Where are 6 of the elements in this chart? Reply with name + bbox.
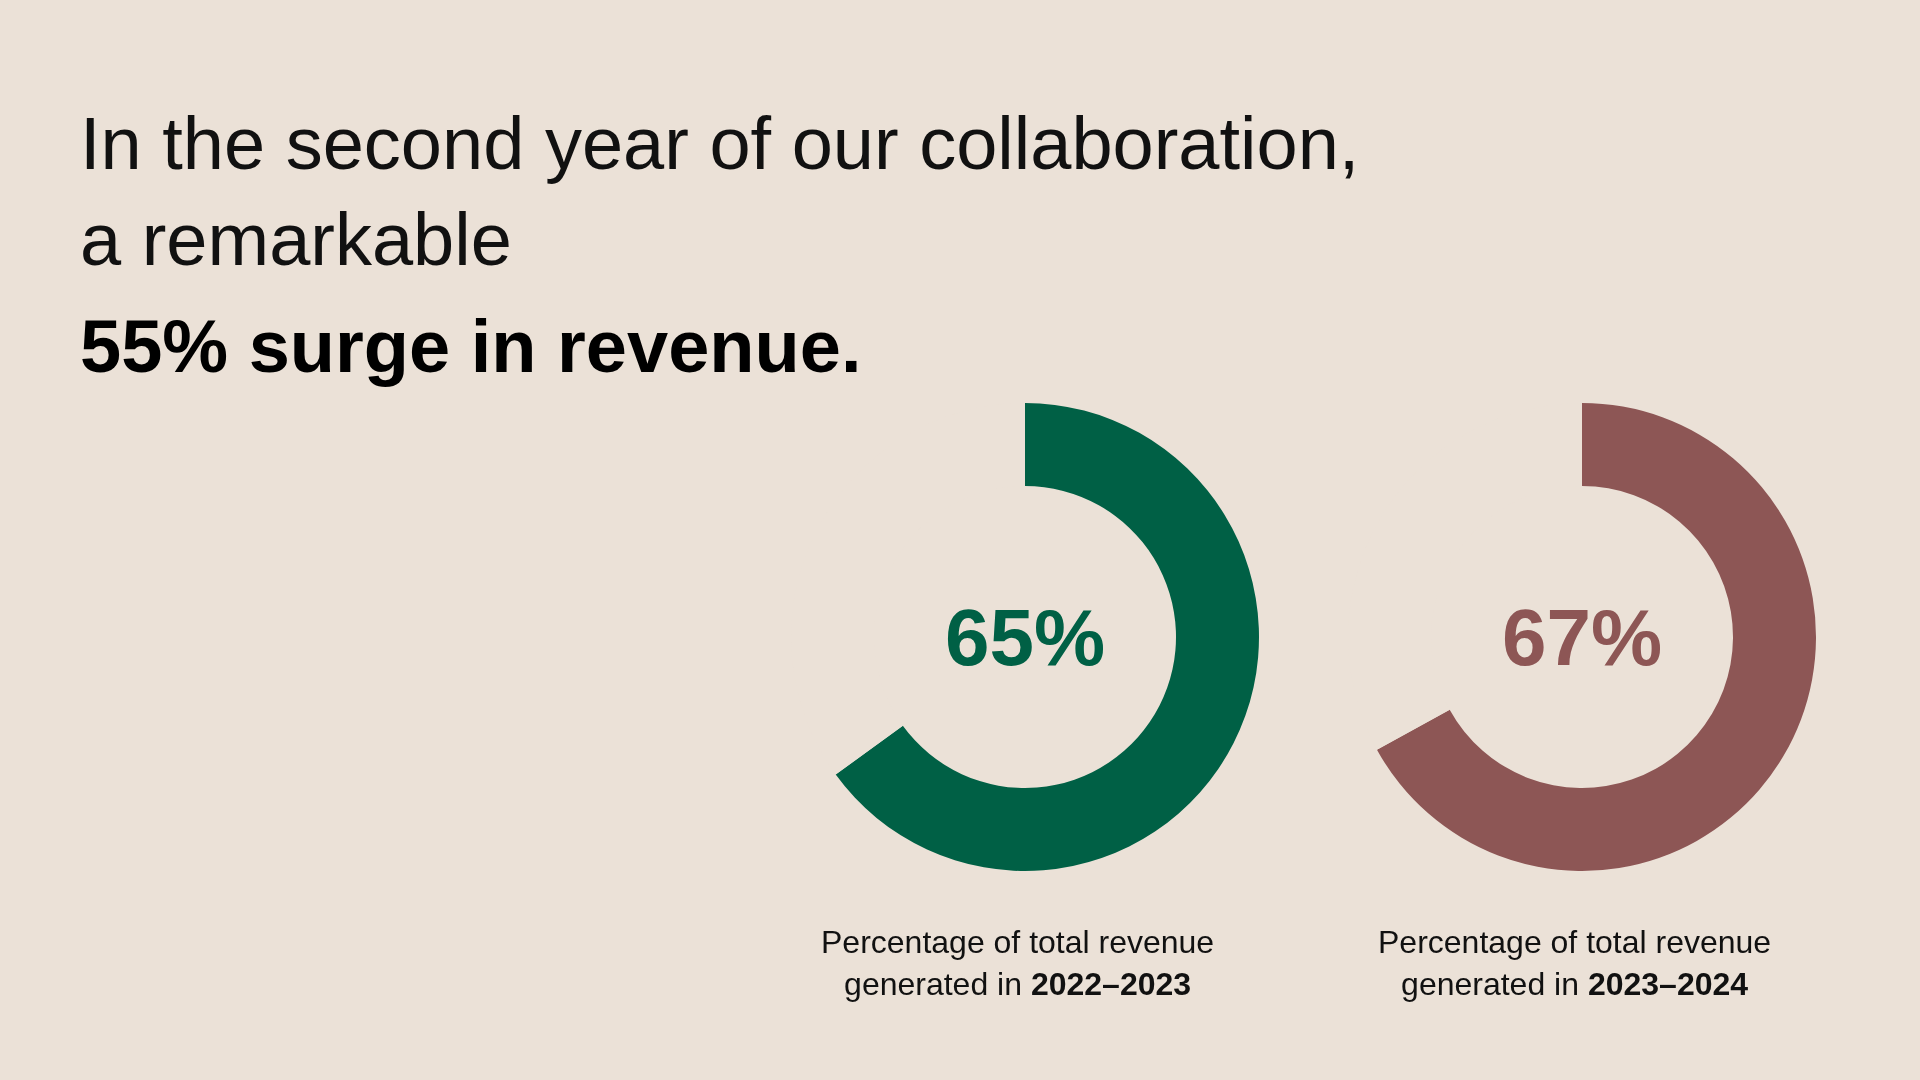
data-label: 67% — [1502, 593, 1663, 682]
data-label: 65% — [945, 593, 1106, 682]
text: Percentage of total revenue generated in 2023–2024 — [1378, 924, 1772, 1002]
text: 55% surge in revenue. — [80, 305, 862, 388]
text: In the second year of our collaboration, a remarkable — [80, 102, 1360, 282]
text: Percentage of total revenue generated in 2022–2023 — [821, 924, 1215, 1002]
